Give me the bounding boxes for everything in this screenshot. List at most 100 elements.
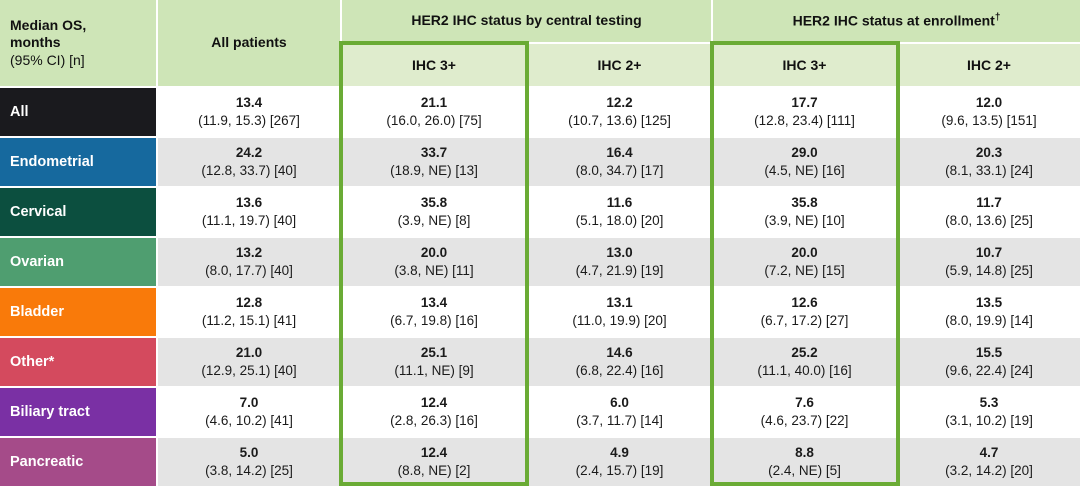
row-label-pancreatic: Pancreatic [0, 438, 156, 486]
cell-other-ihc3-enrollment: 25.2 (11.1, 40.0) [16] [713, 338, 896, 386]
cell-endometrial-ihc2-enrollment: 20.3 (8.1, 33.1) [24] [898, 138, 1080, 186]
ci-n: (6.7, 17.2) [27] [760, 313, 849, 328]
cell-endometrial-allpatients: 24.2 (12.8, 33.7) [40] [158, 138, 340, 186]
median-value: 4.9 [610, 445, 629, 461]
median-value: 15.5 [975, 345, 1003, 361]
ci-n: (11.1, 19.7) [40] [201, 213, 297, 228]
dagger-footnote-mark: † [994, 11, 1001, 23]
ci-n: (2.8, 26.3) [16] [390, 413, 478, 428]
median-value: 21.1 [420, 95, 448, 111]
cell-all-allpatients: 13.4 (11.9, 15.3) [267] [158, 88, 340, 136]
median-value: 13.6 [235, 195, 263, 211]
ci-n: (4.5, NE) [16] [764, 163, 845, 178]
median-value: 13.5 [975, 295, 1003, 311]
ci-n: (11.0, 19.9) [20] [572, 313, 667, 328]
cell-biliary-ihc3-enrollment: 7.6 (4.6, 23.7) [22] [713, 388, 896, 436]
median-value: 33.7 [420, 145, 448, 161]
median-value: 35.8 [420, 195, 448, 211]
ci-n: (3.7, 11.7) [14] [576, 413, 663, 428]
median-value: 12.0 [975, 95, 1003, 111]
median-value: 6.0 [610, 395, 629, 411]
cell-ovarian-allpatients: 13.2 (8.0, 17.7) [40] [158, 238, 340, 286]
ci-n: (11.9, 15.3) [267] [198, 113, 300, 128]
median-value: 16.4 [606, 145, 633, 161]
ci-n: (3.9, NE) [10] [764, 213, 845, 228]
cell-endometrial-ihc3-enrollment: 29.0 (4.5, NE) [16] [713, 138, 896, 186]
subheader-ihc3-central: IHC 3+ [342, 44, 526, 86]
cell-pancreatic-ihc3-enrollment: 8.8 (2.4, NE) [5] [713, 438, 896, 486]
ci-n: (10.7, 13.6) [125] [568, 113, 671, 128]
cell-cervical-ihc3-central: 35.8 (3.9, NE) [8] [342, 188, 526, 236]
ci-n: (4.6, 10.2) [41] [205, 413, 293, 428]
median-value: 13.4 [420, 295, 448, 311]
cell-biliary-allpatients: 7.0 (4.6, 10.2) [41] [158, 388, 340, 436]
ci-n: (9.6, 22.4) [24] [945, 363, 1033, 378]
header-enrollment: HER2 IHC status at enrollment† [713, 0, 1080, 42]
median-value: 12.2 [606, 95, 633, 111]
median-value: 7.6 [795, 395, 814, 411]
row-label-biliary-tract: Biliary tract [0, 388, 156, 436]
ci-n: (2.4, 15.7) [19] [575, 463, 664, 478]
ci-n: (8.0, 34.7) [17] [575, 163, 664, 178]
median-value: 25.1 [420, 345, 448, 361]
subheader-ihc3-enrollment: IHC 3+ [713, 44, 896, 86]
ci-n: (11.1, NE) [9] [394, 363, 474, 378]
cell-ovarian-ihc3-central: 20.0 (3.8, NE) [11] [342, 238, 526, 286]
median-value: 12.4 [420, 395, 448, 411]
ci-n: (8.1, 33.1) [24] [945, 163, 1033, 178]
row-label-endometrial: Endometrial [0, 138, 156, 186]
cell-all-ihc2-central: 12.2 (10.7, 13.6) [125] [528, 88, 711, 136]
median-value: 20.0 [420, 245, 448, 261]
ci-n: (3.8, NE) [11] [394, 263, 474, 278]
median-value: 20.3 [975, 145, 1003, 161]
header-all-patients: All patients [158, 0, 340, 86]
cell-biliary-ihc3-central: 12.4 (2.8, 26.3) [16] [342, 388, 526, 436]
row-label-other: Other* [0, 338, 156, 386]
median-value: 24.2 [235, 145, 263, 161]
corner-line-3: (95% CI) [n] [10, 51, 85, 68]
median-value: 13.2 [235, 245, 263, 261]
cell-all-ihc3-central: 21.1 (16.0, 26.0) [75] [342, 88, 526, 136]
ci-n: (8.0, 17.7) [40] [205, 263, 293, 278]
ci-n: (7.2, NE) [15] [764, 263, 845, 278]
cell-other-ihc2-central: 14.6 (6.8, 22.4) [16] [528, 338, 711, 386]
cell-all-ihc3-enrollment: 17.7 (12.8, 23.4) [111] [713, 88, 896, 136]
cell-ovarian-ihc2-central: 13.0 (4.7, 21.9) [19] [528, 238, 711, 286]
median-value: 12.4 [420, 445, 448, 461]
cell-cervical-allpatients: 13.6 (11.1, 19.7) [40] [158, 188, 340, 236]
cell-bladder-ihc3-enrollment: 12.6 (6.7, 17.2) [27] [713, 288, 896, 336]
median-value: 8.8 [795, 445, 814, 461]
cell-pancreatic-ihc2-enrollment: 4.7 (3.2, 14.2) [20] [898, 438, 1080, 486]
median-value: 13.4 [235, 95, 263, 111]
median-value: 11.6 [606, 195, 633, 211]
cell-all-ihc2-enrollment: 12.0 (9.6, 13.5) [151] [898, 88, 1080, 136]
row-label-bladder: Bladder [0, 288, 156, 336]
cell-pancreatic-ihc2-central: 4.9 (2.4, 15.7) [19] [528, 438, 711, 486]
corner-line-2: months [10, 34, 61, 51]
corner-line-1: Median OS, [10, 16, 87, 33]
median-value: 21.0 [235, 345, 263, 361]
header-enrollment-label: HER2 IHC status at enrollment [792, 12, 995, 29]
median-value: 11.7 [976, 195, 1002, 211]
cell-bladder-allpatients: 12.8 (11.2, 15.1) [41] [158, 288, 340, 336]
cell-bladder-ihc3-central: 13.4 (6.7, 19.8) [16] [342, 288, 526, 336]
cell-biliary-ihc2-enrollment: 5.3 (3.1, 10.2) [19] [898, 388, 1080, 436]
ci-n: (8.8, NE) [2] [397, 463, 471, 478]
header-enrollment-text: HER2 IHC status at enrollment† [793, 12, 1001, 30]
median-value: 10.7 [975, 245, 1003, 261]
row-label-ovarian: Ovarian [0, 238, 156, 286]
cell-cervical-ihc2-enrollment: 11.7 (8.0, 13.6) [25] [898, 188, 1080, 236]
cell-bladder-ihc2-enrollment: 13.5 (8.0, 19.9) [14] [898, 288, 1080, 336]
cell-pancreatic-allpatients: 5.0 (3.8, 14.2) [25] [158, 438, 340, 486]
subheader-ihc2-central: IHC 2+ [528, 44, 711, 86]
median-value: 17.7 [791, 95, 818, 111]
median-value: 25.2 [791, 345, 818, 361]
ci-n: (8.0, 13.6) [25] [945, 213, 1033, 228]
ci-n: (2.4, NE) [5] [768, 463, 841, 478]
median-value: 13.0 [606, 245, 633, 261]
ci-n: (3.1, 10.2) [19] [945, 413, 1033, 428]
ci-n: (12.9, 25.1) [40] [201, 363, 297, 378]
median-value: 35.8 [791, 195, 818, 211]
